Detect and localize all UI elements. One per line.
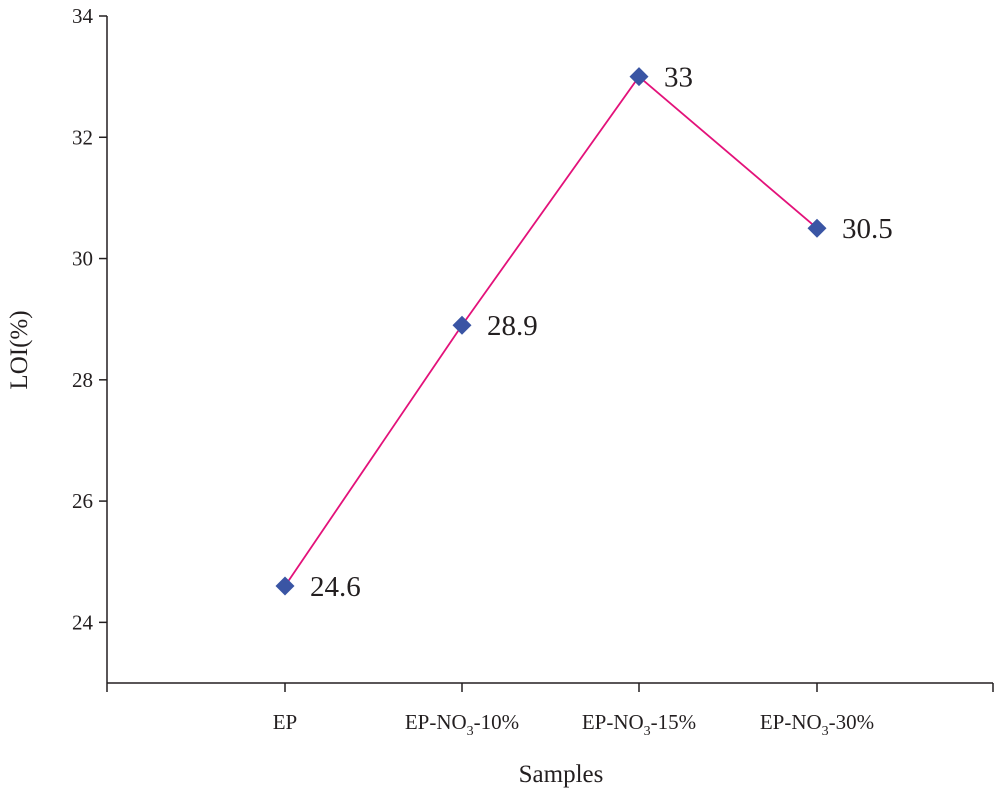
series-polyline [284,75,818,587]
y-tick-label: 30 [72,247,93,271]
x-tick-label: EP [273,710,298,734]
x-tick-label: EP-NO3-15% [582,710,696,739]
data-labels: 24.6 28.9 33 30.5 [310,62,893,603]
data-point-marker [807,218,827,238]
y-tick-label: 34 [72,4,94,28]
x-axis-title: Samples [519,761,604,788]
data-label: 33 [664,62,693,94]
y-tick-label: 26 [72,489,93,513]
data-label: 28.9 [487,310,538,342]
series-markers [275,67,827,596]
y-axis-title: LOI(%) [6,310,33,389]
series-line [284,75,818,587]
y-tick-label: 32 [72,125,93,149]
axes [106,16,993,684]
data-label: 30.5 [842,213,893,245]
y-tick-label: 28 [72,368,93,392]
x-tick-label: EP-NO3-30% [760,710,874,739]
data-point-marker [275,576,295,596]
y-tick-label: 24 [72,610,94,634]
data-point-marker [629,67,649,87]
data-point-marker [452,315,472,335]
y-axis-ticks: 24 26 28 30 32 34 [72,4,107,634]
data-label: 24.6 [310,571,361,603]
x-tick-label: EP-NO3-10% [405,710,519,739]
x-axis-ticks: EP EP-NO3-10% EP-NO3-15% EP-NO3-30% [106,683,994,739]
